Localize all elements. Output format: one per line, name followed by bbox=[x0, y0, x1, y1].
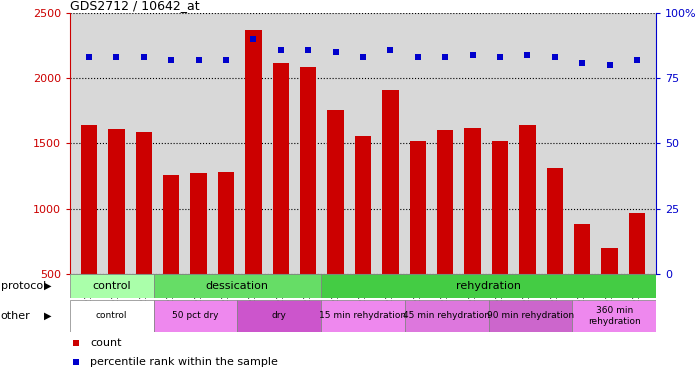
Bar bbox=[574, 224, 591, 339]
Bar bbox=[154, 274, 321, 298]
Bar bbox=[547, 168, 563, 339]
Bar bbox=[245, 30, 262, 339]
Text: 90 min rehydration: 90 min rehydration bbox=[487, 311, 574, 320]
Text: percentile rank within the sample: percentile rank within the sample bbox=[90, 357, 279, 367]
Bar bbox=[355, 136, 371, 339]
Bar bbox=[81, 125, 97, 339]
Bar bbox=[300, 66, 316, 339]
Bar bbox=[191, 173, 207, 339]
Bar bbox=[321, 274, 656, 298]
Text: 360 min
rehydration: 360 min rehydration bbox=[588, 306, 641, 326]
Text: control: control bbox=[92, 281, 131, 291]
Text: dry: dry bbox=[272, 311, 287, 320]
Bar bbox=[135, 132, 152, 339]
Text: 45 min rehydration: 45 min rehydration bbox=[403, 311, 490, 320]
Bar bbox=[572, 300, 656, 332]
Bar bbox=[70, 274, 154, 298]
Text: protocol: protocol bbox=[1, 281, 46, 291]
Text: dessication: dessication bbox=[206, 281, 269, 291]
Bar bbox=[519, 125, 535, 339]
Text: ▶: ▶ bbox=[44, 311, 51, 321]
Bar bbox=[108, 129, 125, 339]
Text: ▶: ▶ bbox=[44, 281, 51, 291]
Bar bbox=[489, 300, 572, 332]
Bar bbox=[601, 248, 618, 339]
Text: count: count bbox=[90, 338, 122, 348]
Bar bbox=[237, 300, 321, 332]
Text: other: other bbox=[1, 311, 31, 321]
Bar bbox=[491, 141, 508, 339]
Bar bbox=[321, 300, 405, 332]
Text: control: control bbox=[96, 311, 128, 320]
Bar bbox=[327, 110, 344, 339]
Bar bbox=[163, 175, 179, 339]
Bar bbox=[382, 90, 399, 339]
Text: 50 pct dry: 50 pct dry bbox=[172, 311, 218, 320]
Text: rehydration: rehydration bbox=[456, 281, 521, 291]
Text: GDS2712 / 10642_at: GDS2712 / 10642_at bbox=[70, 0, 200, 12]
Bar bbox=[405, 300, 489, 332]
Bar bbox=[154, 300, 237, 332]
Bar bbox=[437, 130, 454, 339]
Bar bbox=[218, 172, 235, 339]
Text: 15 min rehydration: 15 min rehydration bbox=[320, 311, 406, 320]
Bar bbox=[70, 300, 154, 332]
Bar bbox=[410, 141, 426, 339]
Bar bbox=[464, 128, 481, 339]
Bar bbox=[629, 213, 645, 339]
Bar bbox=[272, 63, 289, 339]
